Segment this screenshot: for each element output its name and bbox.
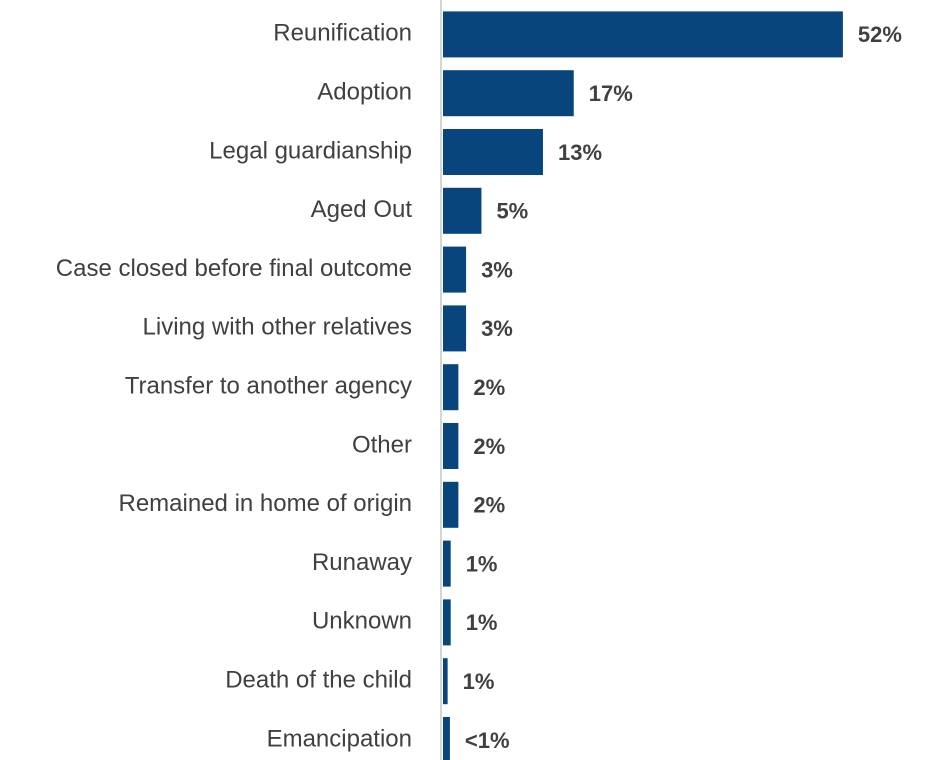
- value-label: 17%: [589, 81, 633, 106]
- bar: [443, 423, 459, 469]
- bar: [443, 187, 482, 234]
- bar: [443, 246, 467, 293]
- bar: [443, 658, 448, 705]
- value-label: 52%: [858, 22, 902, 47]
- value-label: 2%: [473, 493, 505, 518]
- category-label: Case closed before final outcome: [56, 255, 412, 282]
- value-label: 1%: [463, 669, 495, 694]
- value-label: 5%: [496, 199, 528, 224]
- bar: [443, 129, 543, 175]
- value-label: 2%: [473, 434, 505, 459]
- category-label: Legal guardianship: [209, 137, 412, 164]
- value-label: 13%: [558, 140, 602, 165]
- category-label: Aged Out: [311, 196, 413, 223]
- bar: [443, 364, 459, 411]
- value-label: 3%: [481, 316, 513, 341]
- category-label: Living with other relatives: [143, 314, 412, 341]
- category-label: Death of the child: [225, 667, 412, 694]
- category-label: Unknown: [312, 608, 412, 635]
- bar: [443, 70, 574, 117]
- value-label: <1%: [465, 728, 510, 753]
- category-label: Remained in home of origin: [119, 490, 413, 517]
- bar: [443, 11, 843, 58]
- category-label: Other: [352, 431, 412, 458]
- bar: [443, 481, 459, 528]
- category-label: Reunification: [273, 20, 412, 47]
- bar: [443, 717, 450, 760]
- value-label: 3%: [481, 257, 513, 282]
- bar: [443, 305, 467, 352]
- category-label: Runaway: [312, 549, 412, 576]
- category-label: Transfer to another agency: [125, 373, 412, 400]
- bar: [443, 540, 451, 587]
- value-label: 1%: [466, 551, 498, 576]
- category-label: Adoption: [317, 79, 412, 106]
- value-label: 2%: [473, 375, 505, 400]
- value-label: 1%: [466, 610, 498, 635]
- category-label: Emancipation: [267, 725, 412, 752]
- bar: [443, 599, 451, 646]
